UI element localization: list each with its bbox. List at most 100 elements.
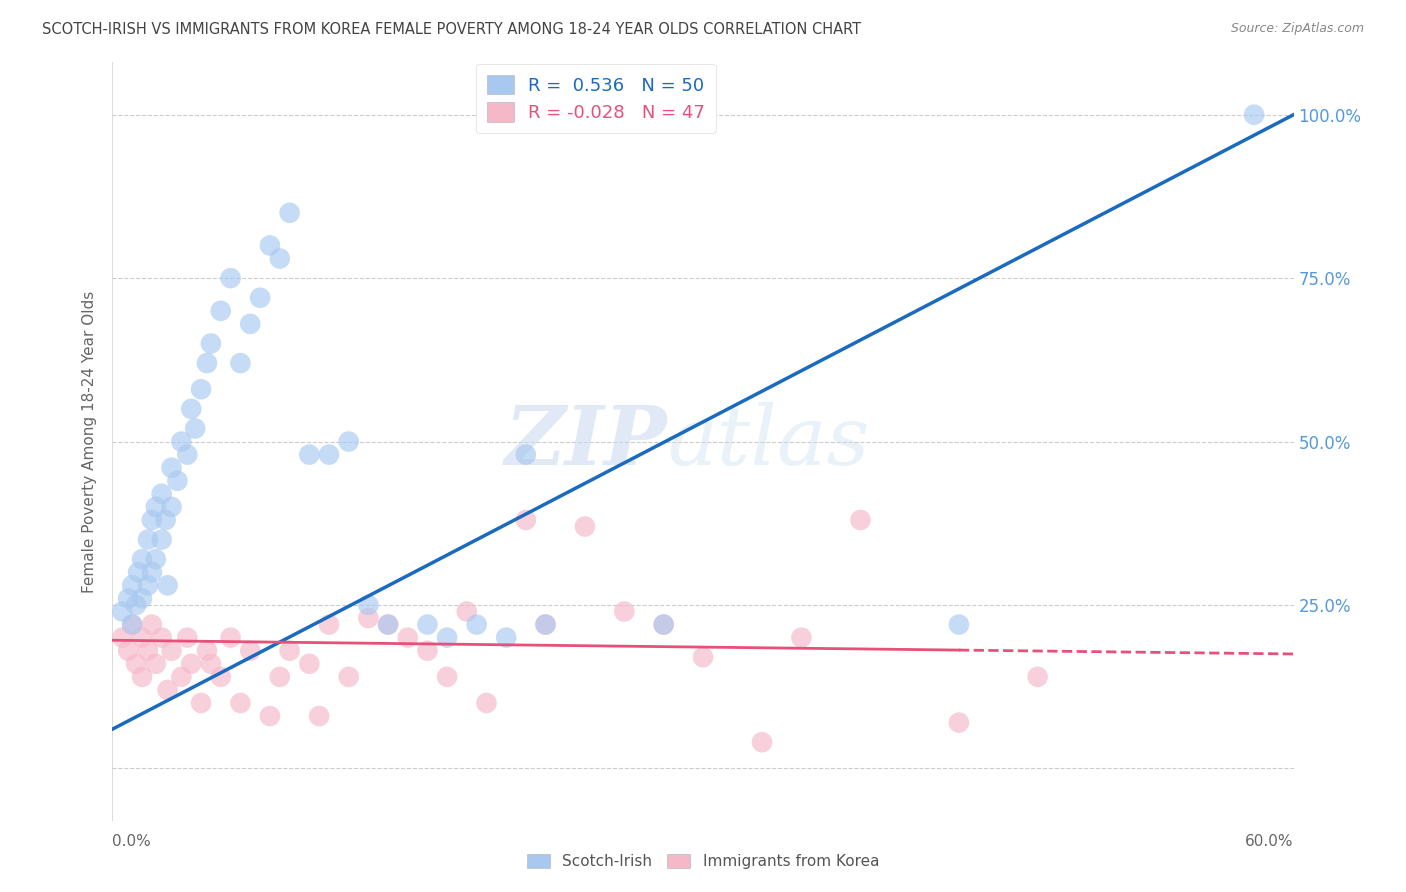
Point — [239, 317, 262, 331]
Point — [145, 657, 167, 671]
Point — [298, 448, 321, 462]
Point — [269, 252, 291, 266]
Text: SCOTCH-IRISH VS IMMIGRANTS FROM KOREA FEMALE POVERTY AMONG 18-24 YEAR OLDS CORRE: SCOTCH-IRISH VS IMMIGRANTS FROM KOREA FE… — [42, 22, 862, 37]
Point — [318, 617, 340, 632]
Point — [692, 650, 714, 665]
Point — [278, 643, 301, 657]
Point — [131, 670, 153, 684]
Point — [184, 421, 207, 435]
Point — [111, 605, 134, 619]
Point — [219, 631, 242, 645]
Point — [156, 578, 179, 592]
Point — [170, 434, 193, 449]
Point — [145, 552, 167, 566]
Point — [357, 598, 380, 612]
Text: Source: ZipAtlas.com: Source: ZipAtlas.com — [1230, 22, 1364, 36]
Point — [155, 513, 177, 527]
Point — [160, 643, 183, 657]
Point — [396, 631, 419, 645]
Point — [136, 578, 159, 592]
Point — [190, 696, 212, 710]
Point — [195, 356, 218, 370]
Point — [849, 513, 872, 527]
Point — [121, 617, 143, 632]
Point — [176, 448, 198, 462]
Point — [141, 617, 163, 632]
Point — [416, 643, 439, 657]
Point — [136, 643, 159, 657]
Point — [229, 696, 252, 710]
Point — [652, 617, 675, 632]
Point — [948, 617, 970, 632]
Point — [456, 605, 478, 619]
Point — [145, 500, 167, 514]
Point — [948, 715, 970, 730]
Point — [574, 519, 596, 533]
Point — [534, 617, 557, 632]
Point — [141, 513, 163, 527]
Text: 0.0%: 0.0% — [112, 834, 152, 848]
Point — [269, 670, 291, 684]
Legend: Scotch-Irish, Immigrants from Korea: Scotch-Irish, Immigrants from Korea — [520, 848, 886, 875]
Point — [150, 533, 173, 547]
Point — [652, 617, 675, 632]
Point — [613, 605, 636, 619]
Y-axis label: Female Poverty Among 18-24 Year Olds: Female Poverty Among 18-24 Year Olds — [82, 291, 97, 592]
Point — [751, 735, 773, 749]
Point — [377, 617, 399, 632]
Point — [111, 631, 134, 645]
Point — [121, 617, 143, 632]
Point — [377, 617, 399, 632]
Point — [180, 657, 202, 671]
Point — [150, 631, 173, 645]
Point — [200, 336, 222, 351]
Point — [357, 611, 380, 625]
Point — [495, 631, 517, 645]
Point — [259, 238, 281, 252]
Point — [160, 500, 183, 514]
Point — [166, 474, 188, 488]
Point — [209, 670, 232, 684]
Point — [278, 206, 301, 220]
Point — [190, 382, 212, 396]
Point — [150, 487, 173, 501]
Point — [195, 643, 218, 657]
Point — [180, 401, 202, 416]
Point — [121, 578, 143, 592]
Point — [117, 643, 139, 657]
Point — [170, 670, 193, 684]
Point — [117, 591, 139, 606]
Legend: R =  0.536   N = 50, R = -0.028   N = 47: R = 0.536 N = 50, R = -0.028 N = 47 — [475, 64, 716, 133]
Point — [1026, 670, 1049, 684]
Text: ZIP: ZIP — [505, 401, 668, 482]
Point — [239, 643, 262, 657]
Point — [131, 631, 153, 645]
Text: atlas: atlas — [668, 401, 870, 482]
Point — [249, 291, 271, 305]
Point — [200, 657, 222, 671]
Point — [465, 617, 488, 632]
Point — [534, 617, 557, 632]
Point — [475, 696, 498, 710]
Text: 60.0%: 60.0% — [1246, 834, 1294, 848]
Point — [337, 434, 360, 449]
Point — [308, 709, 330, 723]
Point — [318, 448, 340, 462]
Point — [790, 631, 813, 645]
Point — [436, 670, 458, 684]
Point — [259, 709, 281, 723]
Point — [131, 591, 153, 606]
Point — [1243, 108, 1265, 122]
Point — [219, 271, 242, 285]
Point — [229, 356, 252, 370]
Point — [141, 566, 163, 580]
Point — [337, 670, 360, 684]
Point — [136, 533, 159, 547]
Point — [125, 598, 148, 612]
Point — [125, 657, 148, 671]
Point — [131, 552, 153, 566]
Point — [209, 303, 232, 318]
Point — [298, 657, 321, 671]
Point — [515, 448, 537, 462]
Point — [436, 631, 458, 645]
